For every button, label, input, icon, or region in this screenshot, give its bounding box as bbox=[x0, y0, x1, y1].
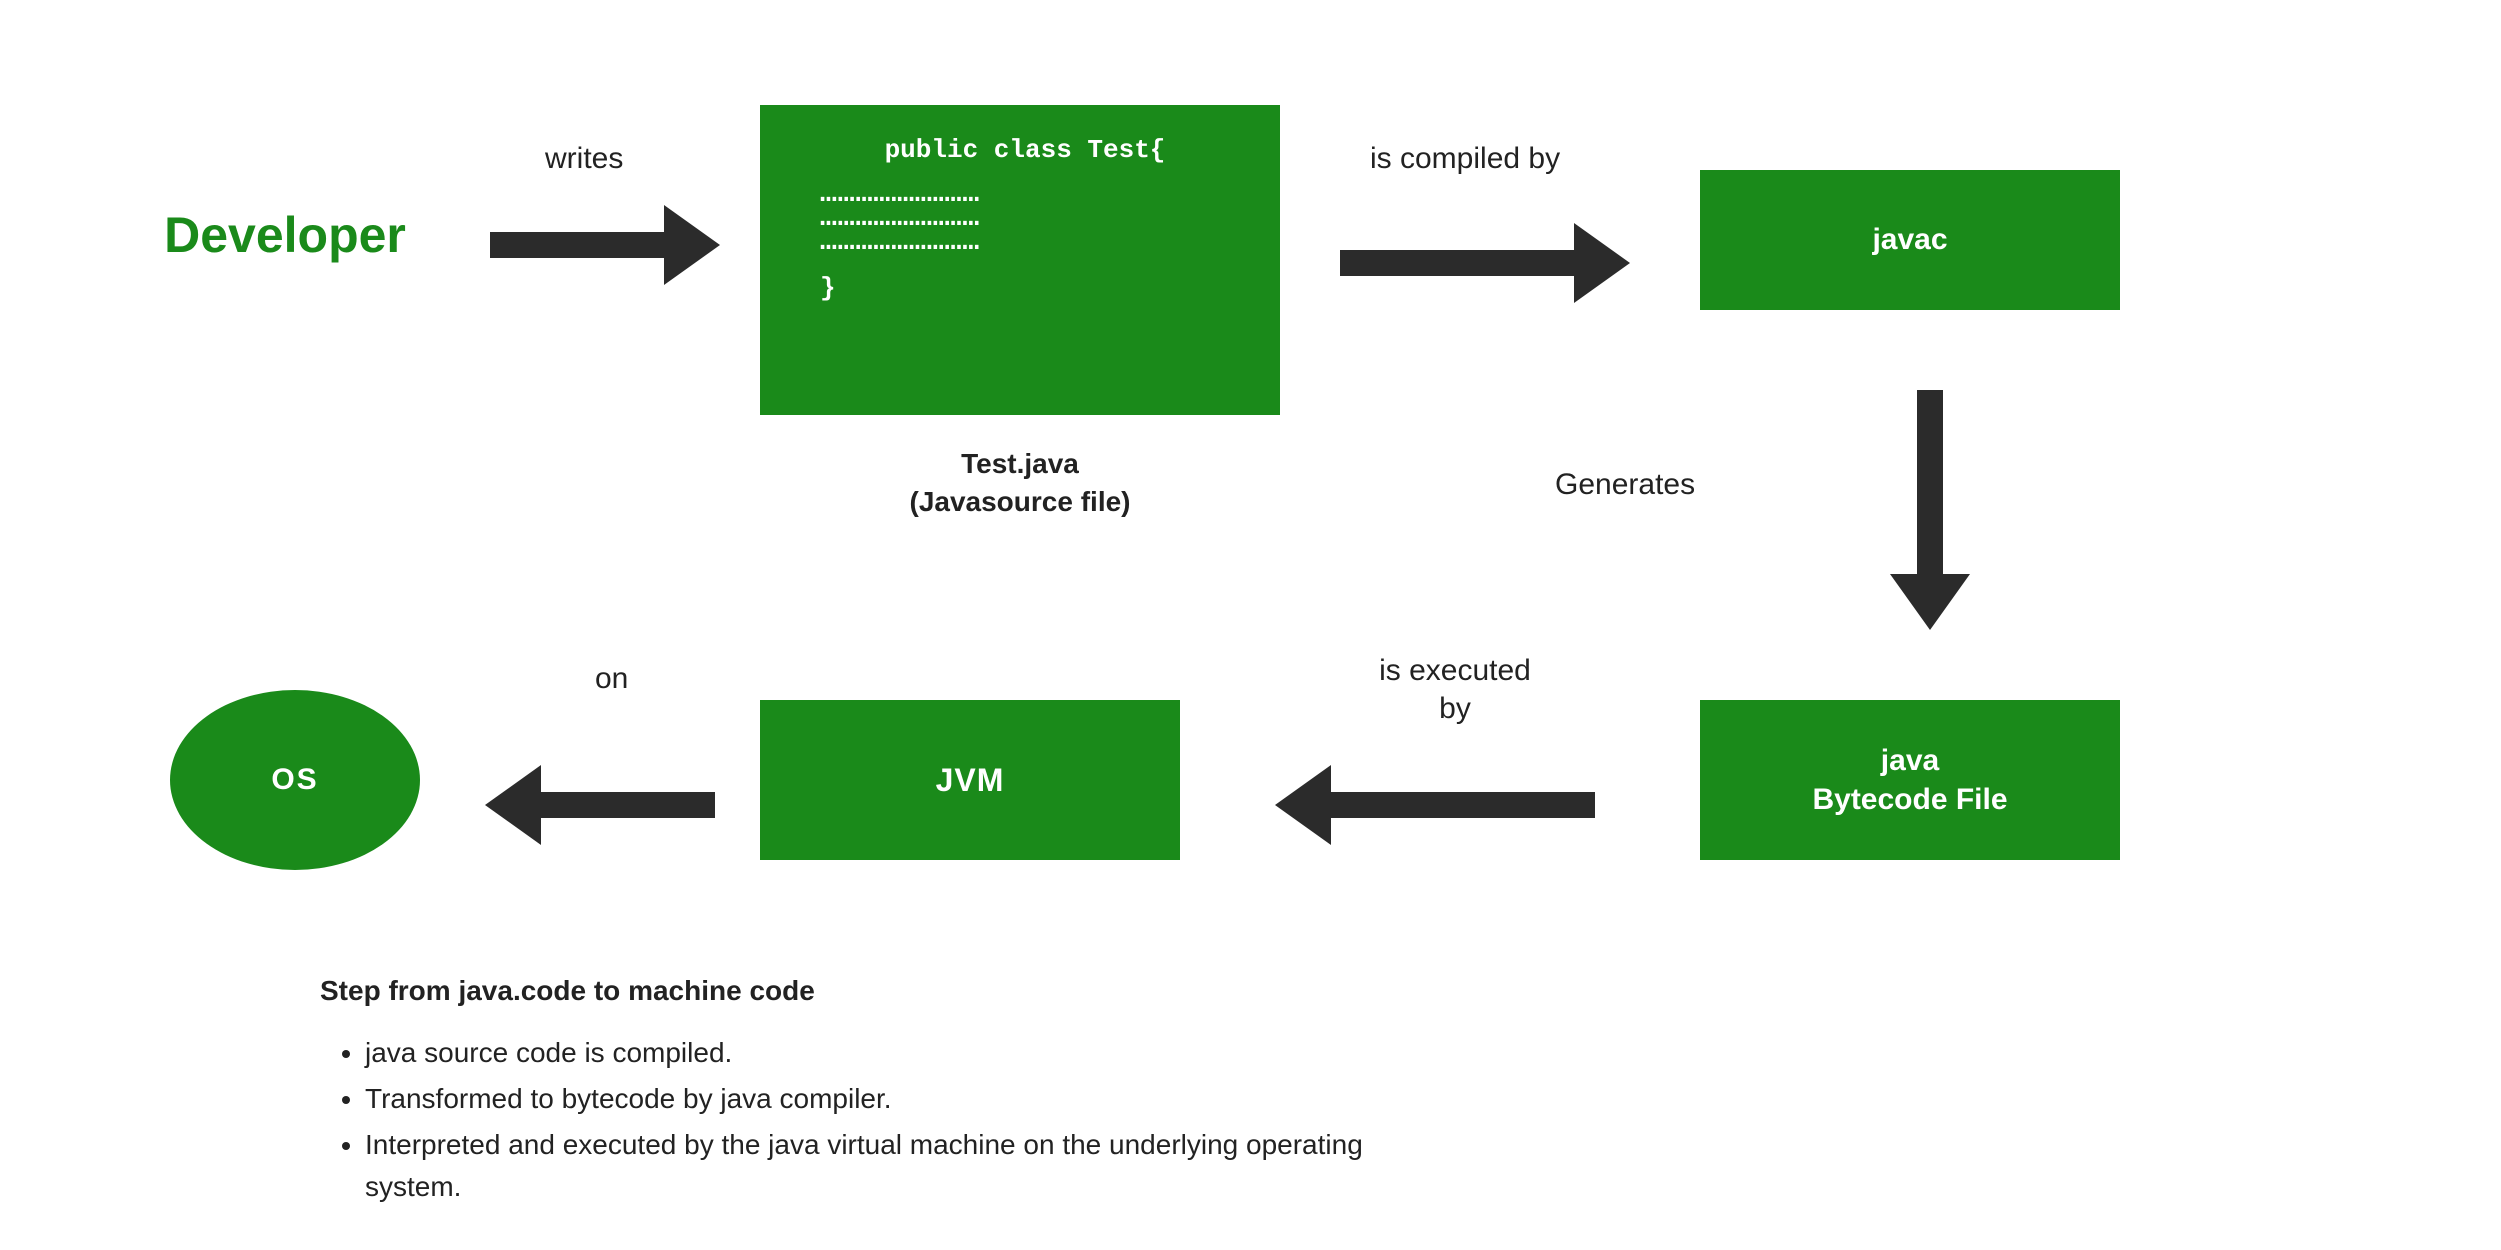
javac-label: javac bbox=[1872, 223, 1947, 257]
node-os: OS bbox=[170, 690, 420, 870]
edge-label-on: on bbox=[595, 660, 628, 698]
diagram-canvas: Developer writes public class Test{ …………… bbox=[0, 0, 2501, 1250]
arrow-executed bbox=[1275, 760, 1595, 850]
edge-label-executed: is executed by bbox=[1345, 652, 1565, 727]
arrow-compiled bbox=[1340, 218, 1630, 308]
step-item: Transformed to bytecode by java compiler… bbox=[365, 1078, 1465, 1120]
steps-list: java source code is compiled. Transforme… bbox=[320, 1032, 1465, 1208]
os-label: OS bbox=[271, 763, 318, 797]
bytecode-label-1: java bbox=[1881, 741, 1939, 780]
executed-label-1: is executed bbox=[1379, 654, 1531, 687]
source-dots-3: ……………………… bbox=[820, 231, 980, 255]
step-item: Interpreted and executed by the java vir… bbox=[365, 1124, 1465, 1208]
step-item: java source code is compiled. bbox=[365, 1032, 1465, 1074]
source-sublabel: Test.java (Javasource file) bbox=[880, 445, 1160, 521]
edge-label-writes: writes bbox=[545, 140, 623, 178]
developer-label: Developer bbox=[164, 206, 406, 264]
executed-label-2: by bbox=[1439, 692, 1471, 725]
source-brace: } bbox=[820, 273, 836, 303]
steps-block: Step from java.code to machine code java… bbox=[320, 970, 1465, 1212]
edge-label-generates: Generates bbox=[1555, 466, 1695, 504]
source-line1: public class Test{ bbox=[885, 135, 1166, 165]
source-sublabel-line2: (Javasource file) bbox=[910, 486, 1131, 517]
source-sublabel-line1: Test.java bbox=[961, 448, 1079, 479]
arrow-writes bbox=[490, 200, 720, 290]
edge-label-compiled: is compiled by bbox=[1370, 140, 1560, 178]
steps-title: Step from java.code to machine code bbox=[320, 970, 1465, 1012]
node-jvm: JVM bbox=[760, 700, 1180, 860]
arrow-generates bbox=[1885, 390, 1975, 630]
node-bytecode: java Bytecode File bbox=[1700, 700, 2120, 860]
node-source-code: public class Test{ ……………………… ……………………… …… bbox=[760, 105, 1280, 415]
arrow-on bbox=[485, 760, 715, 850]
node-developer: Developer bbox=[120, 200, 450, 270]
bytecode-label-2: Bytecode File bbox=[1812, 780, 2007, 819]
jvm-label: JVM bbox=[936, 762, 1005, 799]
node-javac: javac bbox=[1700, 170, 2120, 310]
